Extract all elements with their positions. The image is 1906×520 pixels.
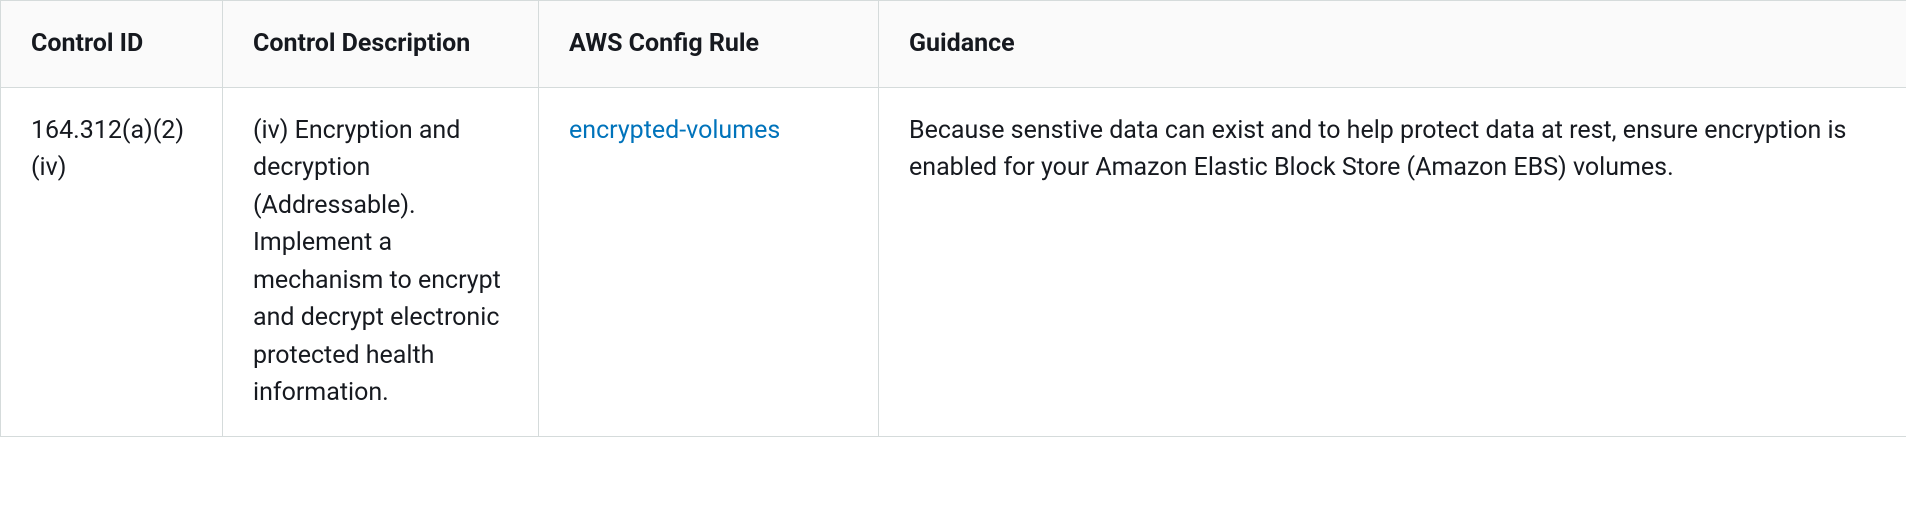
config-rule-link[interactable]: encrypted-volumes [569, 116, 780, 145]
col-header-control-id: Control ID [1, 1, 223, 88]
col-header-guidance: Guidance [879, 1, 1906, 88]
compliance-table: Control ID Control Description AWS Confi… [0, 0, 1906, 437]
col-header-config-rule: AWS Config Rule [539, 1, 879, 88]
col-header-control-description: Control Description [223, 1, 539, 88]
table-row: 164.312(a)(2)(iv) (iv) Encryption and de… [1, 87, 1906, 436]
cell-guidance: Because senstive data can exist and to h… [879, 87, 1906, 436]
table-header-row: Control ID Control Description AWS Confi… [1, 1, 1906, 88]
cell-config-rule: encrypted-volumes [539, 87, 879, 436]
cell-control-description: (iv) Encryption and decryption (Addressa… [223, 87, 539, 436]
cell-control-id: 164.312(a)(2)(iv) [1, 87, 223, 436]
